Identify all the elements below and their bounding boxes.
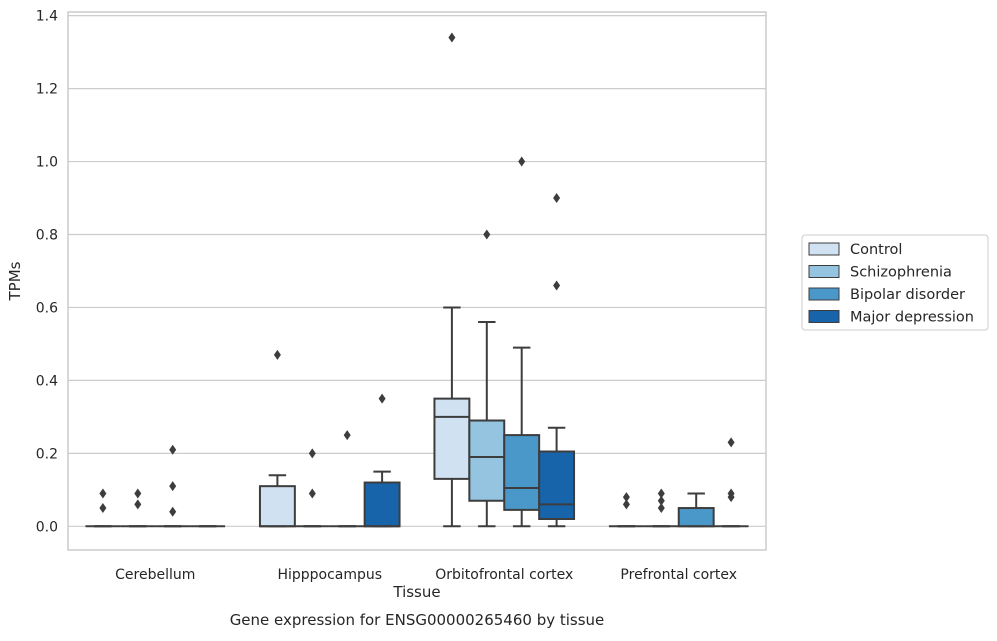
outlier-point [169, 506, 177, 517]
plot-frame [67, 11, 767, 551]
y-tick-label: 1.0 [36, 155, 58, 171]
outlier-point [99, 503, 107, 514]
y-tick-label: 0.8 [36, 227, 58, 243]
box-body [258, 485, 296, 528]
x-tick-label: Cerebellum [115, 567, 195, 583]
x-axis-label: Tissue [392, 583, 440, 601]
outlier-point [622, 492, 630, 503]
outlier-point [657, 488, 665, 499]
outlier-point [169, 444, 177, 455]
y-tick-label: 0.4 [36, 373, 58, 389]
legend-label: Control [850, 242, 902, 258]
grid-lines [68, 15, 766, 527]
legend-frame [801, 234, 989, 331]
box-body [503, 434, 541, 511]
outlier-point [134, 499, 142, 510]
box-3-2 [677, 492, 715, 528]
legend: Control Schizophrenia Bipolar disorder Majo… [801, 234, 989, 331]
legend-swatch [808, 265, 840, 278]
legend-label: Bipolar disorder [850, 287, 965, 303]
y-tick-label: 1.2 [36, 82, 58, 98]
outlier-point [273, 349, 281, 360]
outlier-point [518, 156, 526, 167]
y-tick-label: 0.2 [36, 446, 58, 462]
outlier-point [622, 499, 630, 510]
outlier-point [553, 193, 561, 204]
outlier-point [308, 488, 316, 499]
outlier-point [99, 488, 107, 499]
outlier-point [169, 481, 177, 492]
legend-label: Major depression [850, 310, 974, 326]
box-body [538, 450, 576, 520]
legend-swatch [808, 242, 840, 256]
y-tick-label: 1.4 [36, 9, 58, 25]
outlier-point [657, 495, 665, 506]
x-tick-label: Hipppocampus [277, 567, 382, 583]
legend-swatch [808, 287, 840, 301]
x-tick-label: Orbitofrontal cortex [435, 567, 573, 583]
outlier-point [553, 280, 561, 291]
outlier-point [483, 229, 491, 240]
outlier-point [378, 393, 386, 404]
box-2-2 [503, 346, 541, 528]
outlier-point [727, 437, 735, 448]
legend-label: Schizophrenia [850, 265, 952, 281]
box-2-0 [433, 306, 471, 528]
outlier-point [343, 430, 351, 441]
y-tick-labels: 0.0 0.2 0.4 0.6 0.8 1.0 1.2 1.4 [36, 9, 58, 536]
outlier-point [448, 32, 456, 43]
legend-swatch [808, 310, 840, 323]
fliers [99, 32, 735, 517]
x-tick-labels: Cerebellum Hipppocampus Orbitofrontal cort… [115, 567, 737, 583]
y-axis-label: TPMs [6, 261, 24, 301]
x-tick-label: Prefrontal cortex [620, 567, 737, 583]
y-tick-label: 0.6 [36, 300, 58, 316]
box-2-3 [538, 426, 576, 528]
box-1-3 [363, 470, 401, 528]
box-body [363, 481, 401, 528]
box-body [433, 397, 471, 480]
chart-caption: Gene expression for ENSG00000265460 by t… [230, 611, 605, 629]
box-2-1 [468, 321, 506, 528]
boxes [85, 306, 749, 528]
box-1-0 [258, 474, 296, 528]
outlier-point [727, 488, 735, 499]
box-body [468, 419, 506, 502]
outlier-point [134, 488, 142, 499]
outlier-point [657, 503, 665, 514]
box-body [677, 507, 715, 528]
outlier-point [308, 448, 316, 459]
y-tick-label: 0.0 [36, 519, 58, 535]
